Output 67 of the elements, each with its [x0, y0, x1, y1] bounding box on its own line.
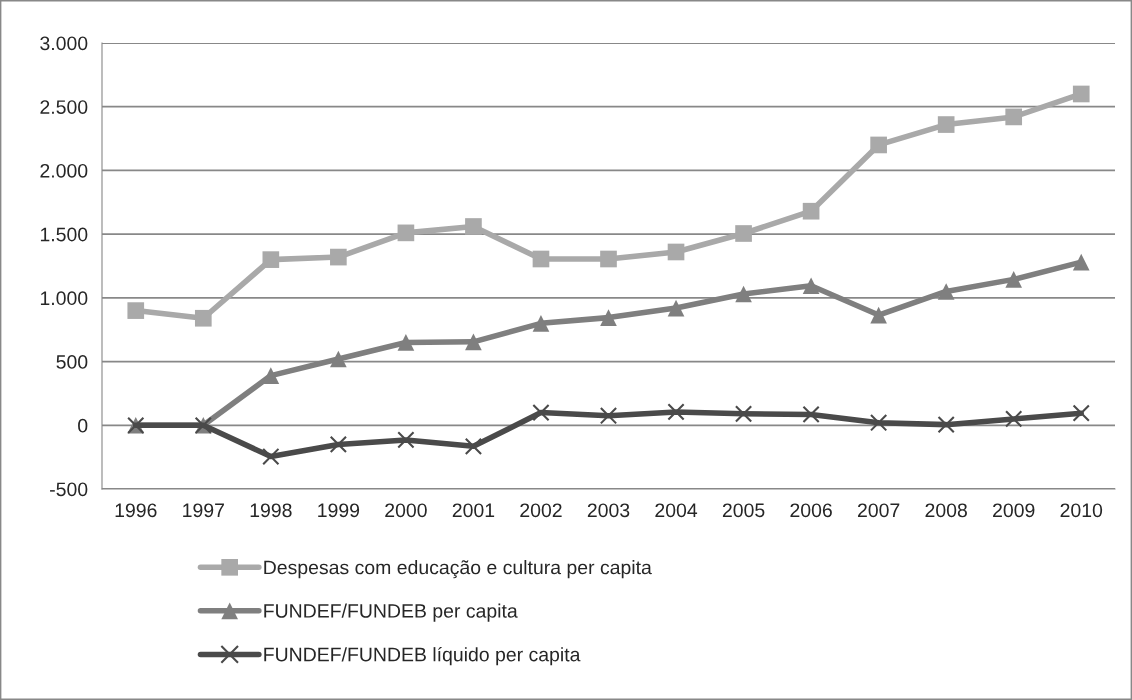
point	[329, 435, 348, 454]
point	[734, 405, 753, 423]
legend-label: Despesas com educação e cultura per capita	[264, 560, 652, 579]
y-tick-label: 2.000	[40, 163, 88, 178]
legend-label: FUNDEF/FUNDEB per capita	[264, 603, 518, 622]
point	[397, 334, 415, 351]
point	[1072, 253, 1090, 271]
x-tick-label: 2006	[790, 503, 832, 518]
point	[262, 251, 280, 268]
point	[667, 243, 685, 261]
point	[262, 447, 280, 466]
legend-label: FUNDEF/FUNDEB líquido per capita	[264, 646, 581, 666]
point	[667, 403, 685, 421]
point	[802, 405, 820, 424]
point	[600, 309, 617, 326]
point	[870, 136, 887, 154]
x-tick-label: 2000	[385, 503, 427, 518]
x-tick-label: 2007	[857, 503, 900, 518]
point	[870, 306, 887, 324]
point	[397, 431, 415, 449]
y-tick-label: 500	[56, 355, 88, 369]
x-tick-label: 1996	[115, 503, 157, 518]
point	[667, 299, 685, 317]
point	[532, 315, 550, 332]
point	[1072, 404, 1090, 422]
point	[735, 285, 752, 303]
x-tick-label: 2003	[587, 503, 630, 518]
x-tick-label: 2002	[520, 503, 562, 518]
point	[937, 415, 955, 434]
point	[869, 414, 888, 432]
x-tick-label: 2008	[925, 503, 967, 518]
point	[127, 302, 145, 319]
point	[532, 250, 550, 268]
point	[1005, 410, 1023, 428]
y-tick-label: -500	[50, 482, 88, 497]
point	[532, 403, 550, 422]
point	[194, 309, 212, 327]
x-tick-label: 2001	[452, 503, 495, 518]
x-tick-label: 2004	[655, 503, 698, 518]
point	[465, 333, 482, 351]
point	[600, 250, 617, 268]
y-tick-label: 1.000	[40, 291, 88, 306]
point	[802, 277, 820, 295]
point	[262, 367, 280, 384]
x-tick-label: 1997	[183, 503, 224, 518]
y-tick-label: 1.500	[40, 227, 88, 242]
point	[599, 407, 618, 425]
point	[1072, 85, 1090, 103]
point	[1005, 108, 1023, 126]
x-tick-label: 2010	[1060, 503, 1103, 518]
x-tick-label: 1998	[250, 503, 292, 518]
y-tick-label: 2.500	[40, 100, 88, 114]
point	[397, 224, 415, 242]
x-tick-label: 2005	[722, 503, 765, 518]
point	[330, 350, 347, 368]
point	[802, 202, 820, 220]
y-tick-label: 0	[78, 418, 88, 433]
point	[465, 218, 482, 235]
point	[937, 116, 955, 133]
point	[735, 225, 752, 242]
point	[330, 248, 347, 266]
y-tick-label: 3.000	[40, 36, 88, 51]
x-tick-label: 2009	[993, 503, 1035, 518]
point	[1005, 271, 1023, 288]
x-tick-label: 1999	[318, 503, 360, 518]
point	[937, 283, 955, 300]
point	[464, 437, 483, 455]
